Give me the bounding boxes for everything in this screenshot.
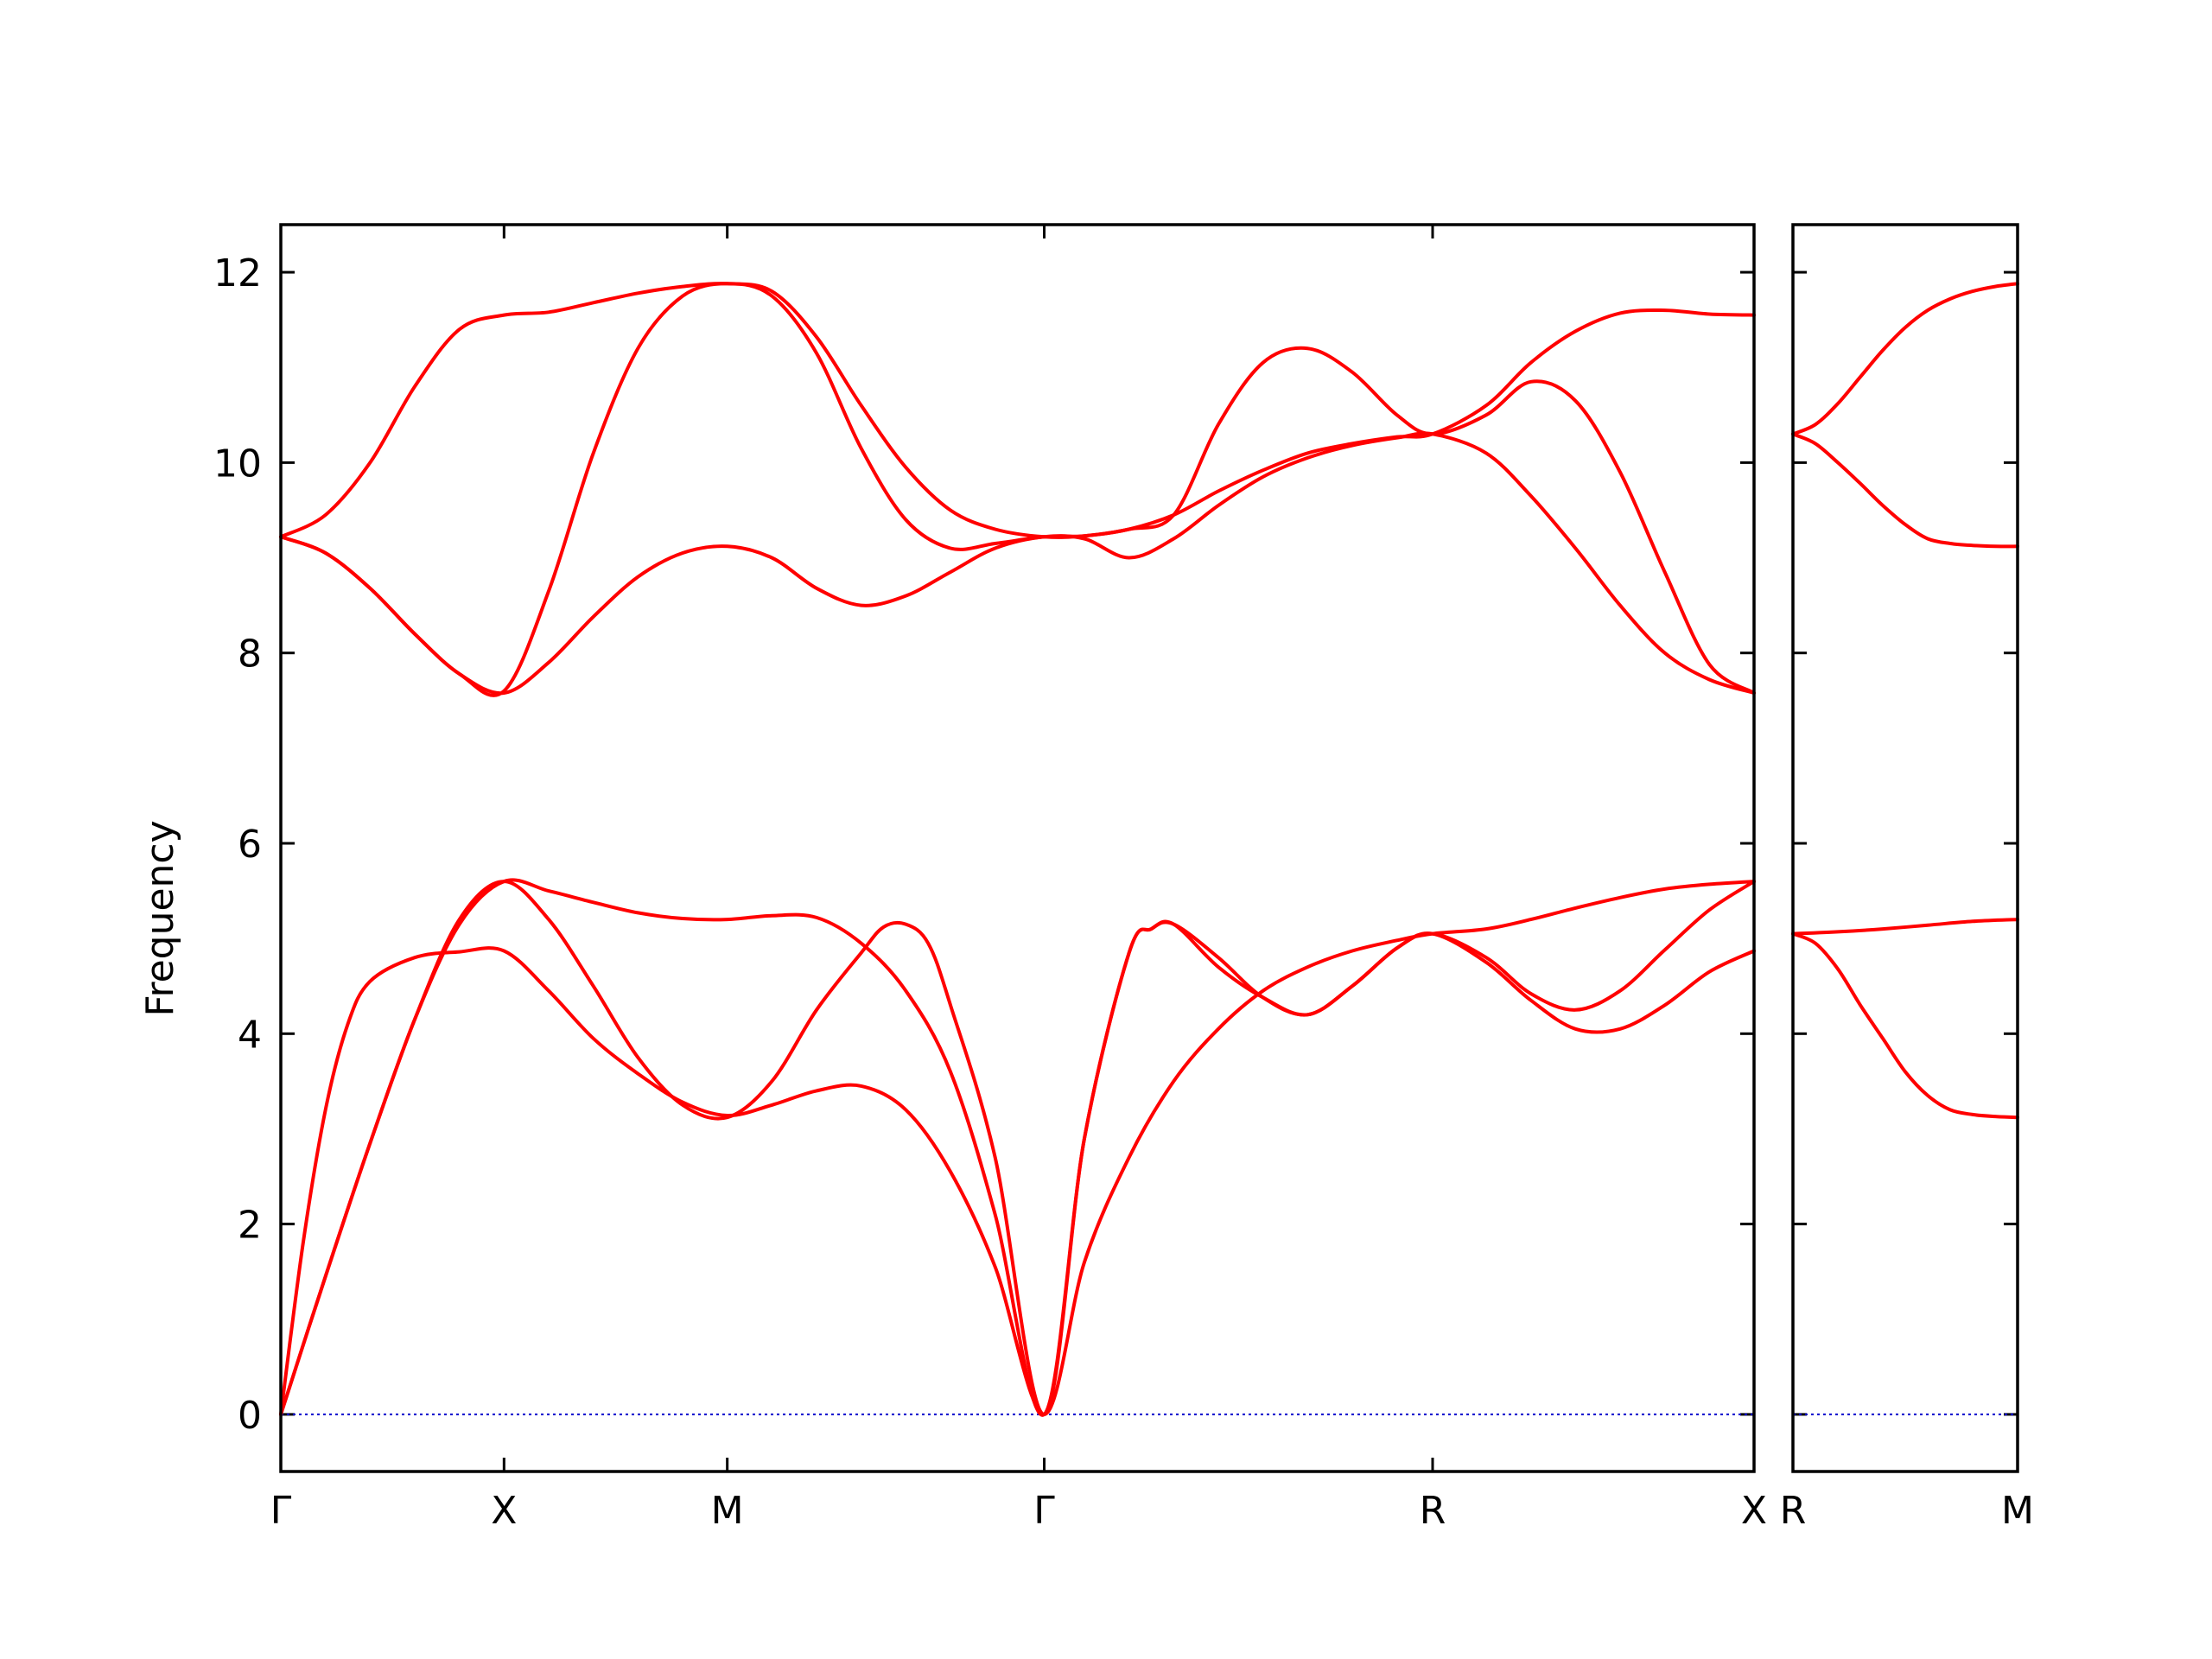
x-tick-label: X [1741,1489,1767,1533]
y-tick-label: 4 [238,1013,262,1057]
y-axis-label: Frequency [138,820,182,1016]
band-line-1 [1791,931,2019,1120]
band-line-5 [279,282,1756,697]
y-tick-label: 2 [238,1204,262,1248]
x-tick-label: R [1780,1489,1807,1533]
band-line-2 [1791,918,2019,936]
plot-frame [279,223,1756,1473]
x-tick-label: R [1420,1489,1446,1533]
x-tick-label: Γ [1033,1489,1055,1533]
y-tick-label: 8 [238,632,262,677]
x-tick-label: X [491,1489,517,1533]
x-tick-label: Γ [270,1489,292,1533]
band-line-4 [279,431,1756,696]
x-tick-label: M [711,1489,744,1533]
panel-1: Γ X M Γ R X 0 2 4 6 8 10 12 [213,223,1767,1533]
y-tick-label: 10 [213,442,262,486]
band-line-3 [1791,432,2019,549]
y-tick-label: 0 [238,1394,262,1438]
y-tick-label: 12 [213,251,262,296]
plot-frame [1791,223,2019,1473]
y-tick-label: 6 [238,823,262,867]
band-line-4 [1791,282,2019,436]
band-line-3 [279,878,1756,1417]
band-line-1 [279,880,1756,1416]
band-line-6 [279,282,1756,539]
x-tick-label: M [2001,1489,2034,1533]
